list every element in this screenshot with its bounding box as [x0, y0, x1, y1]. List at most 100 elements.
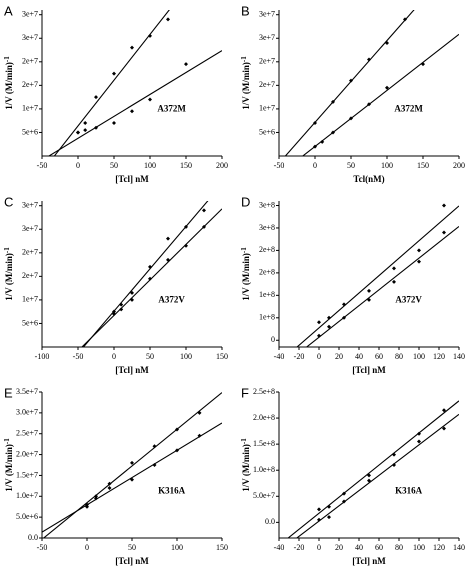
data-point [166, 236, 170, 241]
data-point [119, 307, 124, 312]
x-tick-label: 150 [180, 161, 192, 170]
x-axis-label: [Tcl] nM [352, 556, 386, 566]
annotation: K316A [158, 485, 186, 495]
y-tick-label: 2e+7 [22, 271, 38, 280]
y-axis-label-text: 1/V (M/min) [241, 253, 251, 301]
y-tick-label: 5.0e+6 [16, 512, 38, 521]
y-tick-label: 2e+7 [259, 57, 275, 66]
y-axis-label-superscript: -1 [3, 438, 11, 444]
y-tick-label: 1e+7 [259, 104, 275, 113]
x-tick-label: -50 [274, 161, 285, 170]
x-tick-label: -50 [73, 352, 84, 361]
data-point [417, 248, 421, 253]
x-tick-label: 0 [317, 352, 321, 361]
y-tick-label: 3.0e+7 [16, 408, 38, 417]
y-axis-label: 1/V (M/min)-1 [240, 56, 251, 110]
x-tick-label: 0 [313, 161, 317, 170]
x-axis-label: Tcl(nM) [353, 174, 384, 184]
y-axis-label: 1/V (M/min)-1 [3, 438, 14, 492]
y-tick-label: 3e+7 [22, 10, 38, 19]
x-tick-label: 50 [347, 161, 355, 170]
y-tick-label: 2e+7 [22, 57, 38, 66]
x-tick-label: 100 [413, 352, 425, 361]
data-point [320, 139, 325, 144]
y-tick-label: 2e+7 [22, 80, 38, 89]
x-tick-label: -50 [37, 161, 48, 170]
fit-line [284, 10, 415, 156]
y-axis-label: 1/V (M/min)-1 [3, 56, 14, 110]
data-point [94, 95, 98, 100]
panel-label: B [241, 3, 250, 18]
y-tick-label: 3e+7 [22, 201, 38, 210]
y-axis-label-text: 1/V (M/min) [241, 62, 251, 110]
y-tick-label: 5e+6 [22, 318, 38, 327]
x-tick-label: 140 [453, 352, 465, 361]
data-point [130, 460, 134, 465]
y-tick-label: 0.0 [28, 533, 38, 542]
y-tick-label: 3e+7 [22, 33, 38, 42]
data-point [313, 121, 317, 126]
x-tick-label: 120 [433, 543, 445, 552]
data-point [107, 485, 112, 490]
fit-line [42, 392, 222, 538]
y-axis-label-text: 1/V (M/min) [241, 444, 251, 492]
x-tick-label: -40 [274, 543, 285, 552]
panel: F 0.0 5.0e+7 1.0e+8 1.5e+8 2.0e+8 2.5e+8 -40 -20… [240, 385, 465, 566]
data-point [342, 491, 346, 496]
x-tick-label: -20 [294, 352, 305, 361]
x-tick-label: -50 [37, 543, 48, 552]
annotation: A372M [394, 103, 423, 113]
x-tick-label: 100 [381, 161, 393, 170]
y-axis-label-superscript: -1 [240, 438, 248, 444]
data-point [367, 102, 371, 107]
y-tick-label: 5.0e+7 [253, 491, 275, 500]
x-axis-label: [Tcl] nM [115, 365, 149, 375]
data-point [175, 448, 179, 453]
panel-label: C [4, 194, 13, 209]
fit-line [47, 50, 222, 156]
data-point [130, 109, 134, 114]
y-axis-label-superscript: -1 [240, 56, 248, 62]
data-point [367, 297, 371, 302]
panel: C 5e+6 1e+7 2e+7 2e+7 3e+7 3e+7 -100 -50 0 50 100 15… [3, 194, 228, 375]
x-tick-label: 150 [417, 161, 429, 170]
panel-label: D [241, 194, 250, 209]
data-point [94, 125, 98, 130]
y-tick-label: 2.0e+7 [16, 449, 38, 458]
x-tick-label: 40 [355, 352, 363, 361]
data-point [367, 288, 371, 293]
panel: B 5e+6 1e+7 2e+7 2e+7 3e+7 3e+7 -50 0 50 100 150 200… [240, 3, 465, 184]
data-point [317, 333, 321, 338]
data-point [342, 499, 346, 504]
annotation: A372M [157, 103, 186, 113]
y-tick-label: 3e+8 [259, 200, 275, 209]
y-tick-label: 1e+7 [22, 104, 38, 113]
x-tick-label: -40 [274, 352, 285, 361]
x-tick-label: 120 [433, 352, 445, 361]
y-tick-label: 2e+8 [259, 268, 275, 277]
y-tick-label: 2.5e+8 [253, 387, 275, 396]
data-point [417, 259, 421, 264]
data-point [327, 324, 331, 329]
data-point [112, 71, 116, 76]
panel: D 0 1e+8 1e+8 2e+8 2e+8 3e+8 3e+8 -40 -20 0 20 40 60 8… [240, 194, 465, 375]
data-point [112, 121, 116, 126]
data-point [130, 290, 134, 295]
fit-line [82, 201, 209, 347]
x-tick-label: 100 [413, 543, 425, 552]
data-point [367, 473, 371, 478]
x-tick-label: 0 [317, 543, 321, 552]
y-tick-label: 1e+7 [22, 295, 38, 304]
data-point [119, 302, 124, 307]
x-axis-label: [Tcl] nM [115, 174, 149, 184]
fit-line [296, 205, 459, 347]
annotation: A372V [395, 294, 422, 304]
x-axis-label: [Tcl] nM [352, 365, 386, 375]
y-tick-label: 2e+7 [259, 80, 275, 89]
y-tick-label: 2.5e+7 [16, 429, 38, 438]
y-tick-label: 3e+8 [259, 223, 275, 232]
y-axis-label-text: 1/V (M/min) [4, 253, 14, 301]
y-axis-label-text: 1/V (M/min) [4, 444, 14, 492]
x-tick-label: 100 [144, 161, 156, 170]
x-tick-label: 20 [335, 543, 343, 552]
